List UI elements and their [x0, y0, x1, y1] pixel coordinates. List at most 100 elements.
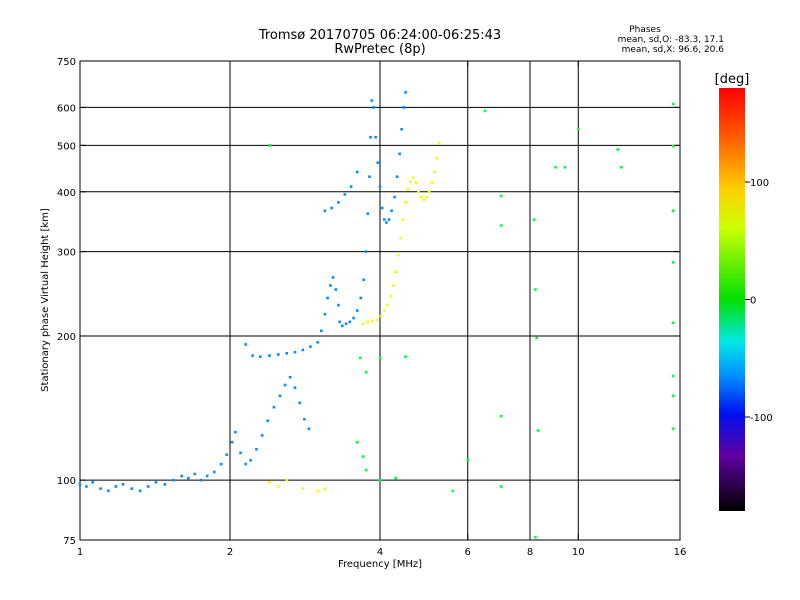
series-scattered-echoes [268, 102, 675, 539]
data-point [499, 414, 503, 418]
data-point [260, 434, 264, 437]
data-point [278, 394, 282, 398]
grid [80, 61, 680, 540]
x-axis-label: Frequency [MHz] [338, 559, 422, 570]
data-point [399, 236, 402, 240]
data-point [239, 451, 242, 455]
data-point [671, 144, 675, 148]
data-point [535, 336, 538, 340]
data-point [99, 487, 102, 490]
data-point [372, 106, 375, 109]
y-tick-label: 750 [57, 57, 76, 68]
data-point [138, 489, 142, 493]
data-point [499, 194, 503, 198]
data-point [400, 128, 403, 131]
data-point [359, 296, 363, 300]
data-point [408, 180, 412, 183]
data-point [348, 320, 352, 324]
data-point [355, 309, 359, 312]
data-point [393, 195, 396, 199]
data-point [411, 176, 415, 179]
data-point [394, 476, 397, 480]
data-point [301, 348, 305, 352]
data-point [435, 156, 439, 160]
data-point [419, 195, 423, 199]
series-o-mode-trace [78, 91, 407, 493]
y-tick-label: 75 [63, 536, 76, 547]
phase-stats-o: mean, sd,O: -83.3, 17.1 [618, 35, 724, 45]
series-x-mode-trace [268, 141, 441, 493]
data-point [219, 462, 223, 466]
y-tick-label: 100 [57, 476, 76, 487]
colorbar-tick-label: -100 [750, 413, 773, 424]
data-point [343, 193, 347, 196]
data-point [244, 343, 247, 346]
data-point [355, 440, 359, 444]
data-point [376, 161, 380, 164]
data-point [285, 478, 289, 482]
data-point [483, 109, 487, 113]
data-point [671, 209, 675, 213]
data-point [330, 206, 334, 210]
data-point [163, 483, 167, 486]
data-point [288, 375, 292, 379]
data-point [671, 374, 675, 378]
data-point [358, 356, 362, 360]
axis-ticks: 1 2 4 6 8 10 16 75 100 200 300 400 500 600 750 [57, 57, 686, 558]
data-point [370, 319, 374, 323]
data-point [349, 185, 353, 188]
data-point [276, 353, 280, 356]
data-point [378, 478, 382, 482]
y-tick-label: 200 [57, 332, 76, 343]
colorbar-tick-label: 0 [750, 296, 756, 307]
data-point [154, 480, 158, 484]
data-point [427, 190, 431, 194]
data-point [536, 429, 540, 432]
data-point [285, 352, 289, 355]
data-point [316, 340, 320, 344]
data-point [258, 355, 262, 359]
data-point [414, 181, 418, 184]
data-point [563, 165, 567, 169]
data-point [326, 296, 329, 300]
data-point [386, 303, 389, 307]
data-point [370, 99, 374, 102]
data-point [620, 165, 623, 169]
data-point [391, 284, 395, 287]
data-point [382, 309, 386, 312]
data-point [244, 462, 247, 466]
data-point [422, 198, 426, 202]
phase-stats-x: mean, sd,X: 96.6, 20.6 [622, 45, 725, 55]
data-point [234, 430, 237, 434]
data-point [417, 190, 420, 194]
data-point [364, 250, 368, 253]
data-point [406, 187, 410, 191]
data-point [352, 316, 355, 320]
data-point [366, 320, 370, 324]
data-point [323, 209, 327, 213]
data-point [268, 144, 271, 147]
data-point [380, 206, 384, 210]
data-point [276, 485, 280, 488]
data-point [272, 405, 276, 409]
data-point [395, 175, 399, 179]
data-point [425, 195, 428, 199]
data-point [172, 478, 175, 482]
data-point [361, 455, 365, 458]
chart-title-line2: RwPretec (8p) [334, 42, 425, 57]
data-point [389, 295, 392, 298]
data-point [293, 350, 297, 354]
data-point [430, 181, 434, 184]
data-point [387, 218, 391, 221]
data-point [378, 356, 382, 360]
data-point [91, 480, 94, 484]
data-point [146, 485, 150, 488]
phase-stats-heading: Phases [629, 25, 661, 35]
data-point [616, 148, 620, 151]
data-point [249, 459, 252, 462]
data-point [320, 329, 323, 333]
data-point [85, 485, 88, 488]
data-point [266, 419, 269, 423]
data-point [309, 345, 312, 348]
data-point [340, 324, 344, 328]
